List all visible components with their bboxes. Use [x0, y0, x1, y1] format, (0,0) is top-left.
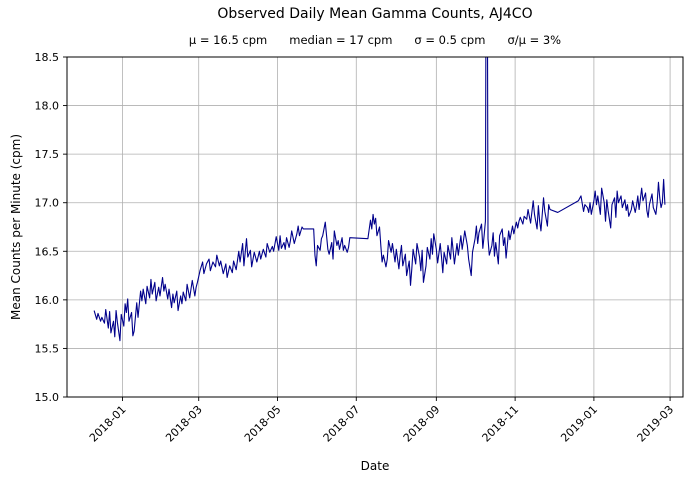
stat-mean: μ = 16.5 cpm: [188, 33, 268, 47]
x-axis-label: Date: [360, 459, 390, 473]
stat-sigma-over-mu: σ/μ = 3%: [507, 33, 562, 47]
x-tick-label: 2018-01: [87, 403, 129, 445]
y-tick-label: 17.5: [35, 148, 60, 161]
y-tick-label: 15.5: [35, 342, 60, 355]
y-tick-label: 16.5: [35, 245, 60, 258]
x-tick-label: 2018-09: [401, 403, 443, 445]
x-tick-label: 2018-05: [242, 403, 284, 445]
chart-title: Observed Daily Mean Gamma Counts, AJ4CO: [217, 6, 533, 22]
x-tick-label: 2018-03: [163, 403, 205, 445]
stat-median: median = 17 cpm: [289, 33, 393, 47]
y-tick-label: 18.0: [35, 100, 60, 113]
x-tick-label: 2018-11: [480, 403, 522, 445]
axes-spines: [66, 56, 684, 398]
y-tick-label: 17.0: [35, 197, 60, 210]
stat-sigma: σ = 0.5 cpm: [414, 33, 486, 47]
chart-subtitle-stats: μ = 16.5 cpm median = 17 cpm σ = 0.5 cpm…: [67, 33, 683, 47]
x-tick-label: 2018-07: [321, 403, 363, 445]
y-tick-label: 15.0: [35, 391, 60, 404]
y-tick-label: 16.0: [35, 294, 60, 307]
y-tick-label: 18.5: [35, 51, 60, 64]
x-tick-label: 2019-01: [558, 403, 600, 445]
data-series-line: [93, 57, 666, 342]
x-tick-label: 2019-03: [635, 403, 677, 445]
